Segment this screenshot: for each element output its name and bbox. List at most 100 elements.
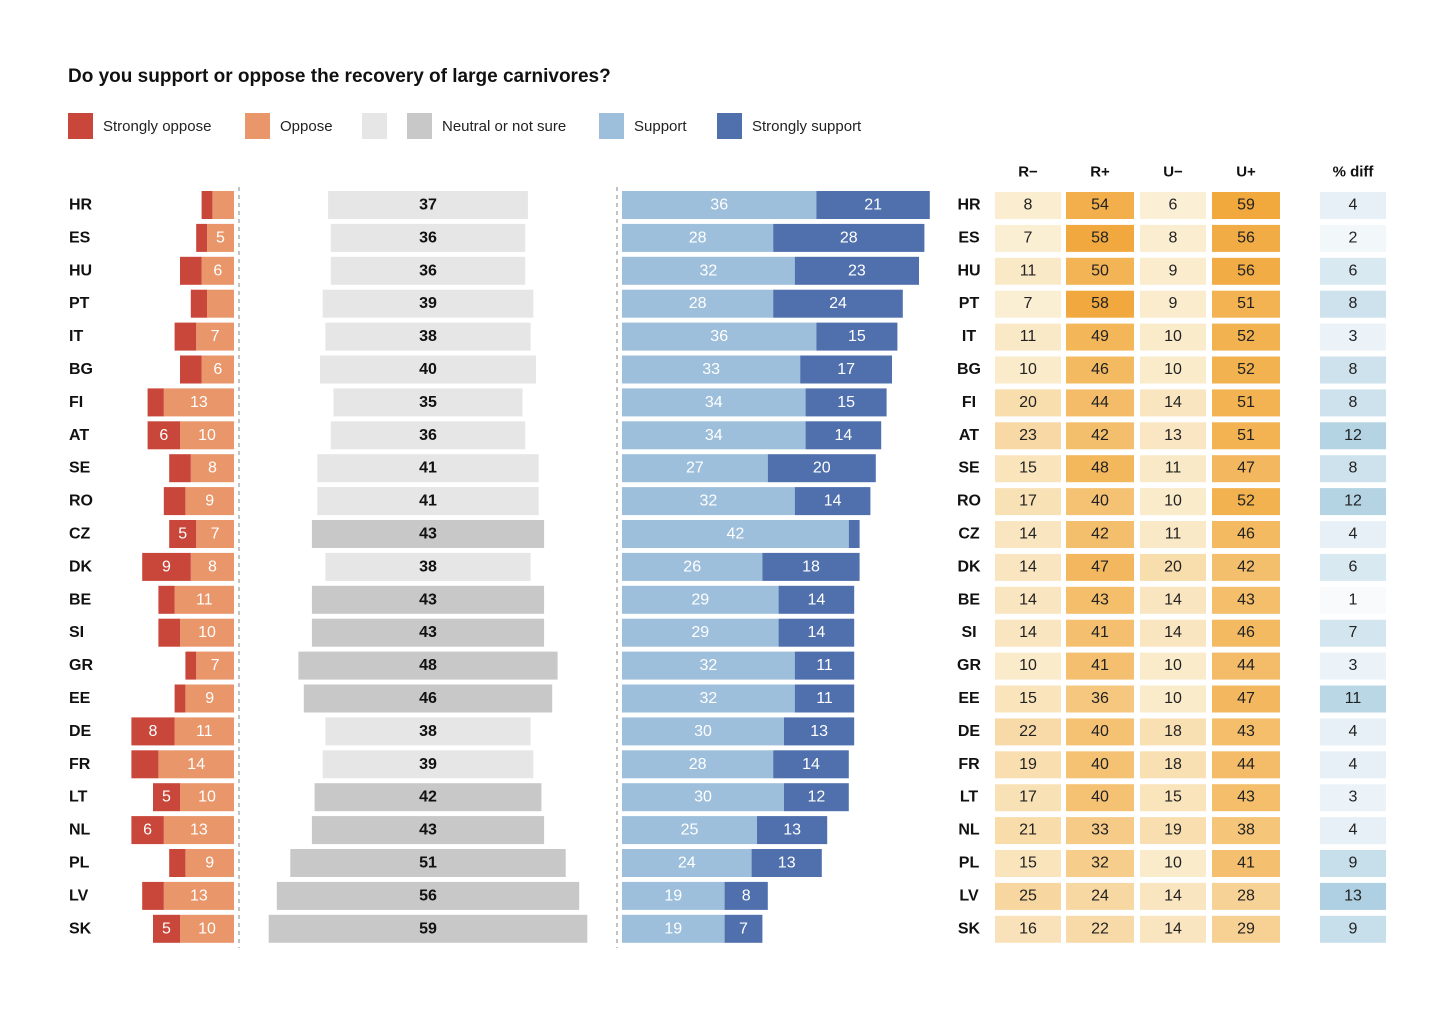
table-cell-value: 59 bbox=[1237, 197, 1255, 214]
table-cell bbox=[995, 290, 1061, 318]
table-cell-value: 56 bbox=[1237, 229, 1255, 246]
country-label-right: NL bbox=[958, 822, 980, 839]
data-label-support: 33 bbox=[702, 361, 720, 378]
table-cell bbox=[1066, 224, 1134, 252]
table-cell bbox=[1212, 356, 1280, 384]
bar-strongly-support bbox=[794, 651, 855, 680]
bar-support bbox=[622, 914, 725, 943]
table-cell bbox=[995, 652, 1061, 680]
bar-oppose bbox=[180, 618, 234, 647]
data-label-strongly-support: 14 bbox=[824, 493, 842, 510]
country-label-right: EE bbox=[958, 690, 980, 707]
data-label-oppose: 8 bbox=[208, 460, 217, 477]
bar-strongly-support bbox=[816, 322, 898, 351]
country-label-right: LT bbox=[960, 789, 979, 806]
table-cell-value: 14 bbox=[1019, 591, 1037, 608]
table-cell bbox=[995, 257, 1061, 285]
data-label-oppose: 9 bbox=[205, 493, 214, 510]
data-label-support: 29 bbox=[691, 624, 709, 641]
table-cell-value: 12 bbox=[1344, 493, 1362, 510]
data-label-support: 27 bbox=[686, 460, 704, 477]
table-cell-value: 4 bbox=[1349, 197, 1358, 214]
table-cell bbox=[1212, 850, 1280, 877]
table-cell-value: 33 bbox=[1091, 822, 1109, 839]
country-label-right: BG bbox=[957, 361, 981, 378]
table-cell bbox=[1212, 619, 1280, 647]
bar-support bbox=[622, 849, 752, 877]
table-cell-value: 58 bbox=[1091, 229, 1109, 246]
data-label-support: 19 bbox=[664, 887, 682, 904]
data-label-strongly-oppose: 5 bbox=[162, 789, 171, 806]
bar-strongly-support bbox=[784, 783, 849, 812]
bar-support bbox=[622, 684, 795, 713]
table-cell-value: 8 bbox=[1349, 394, 1358, 411]
bar-support bbox=[622, 322, 817, 351]
bar-strongly-oppose bbox=[169, 849, 186, 877]
country-label-left: SK bbox=[69, 920, 92, 937]
bar-oppose bbox=[190, 552, 234, 581]
table-cell-value: 52 bbox=[1237, 361, 1255, 378]
table-cell bbox=[1320, 915, 1386, 943]
bar-strongly-oppose bbox=[158, 585, 175, 614]
data-label-support: 19 bbox=[664, 920, 682, 937]
country-label-right: DE bbox=[958, 723, 981, 740]
table-cell bbox=[1320, 586, 1386, 614]
table-cell bbox=[1066, 323, 1134, 351]
table-cell-value: 7 bbox=[1349, 624, 1358, 641]
table-cell bbox=[1212, 521, 1280, 548]
table-cell bbox=[1066, 521, 1134, 548]
country-label-left: LV bbox=[69, 887, 89, 904]
table-cell-value: 10 bbox=[1164, 855, 1182, 872]
country-label-right: PT bbox=[959, 295, 980, 312]
table-cell-value: 7 bbox=[1024, 229, 1033, 246]
country-label-right: FI bbox=[962, 394, 976, 411]
data-label-neutral: 36 bbox=[419, 229, 437, 246]
table-cell bbox=[1066, 619, 1134, 647]
table-cell-value: 20 bbox=[1019, 394, 1037, 411]
table-cell bbox=[1212, 882, 1280, 910]
country-label-left: CZ bbox=[69, 526, 91, 543]
table-cell-value: 40 bbox=[1091, 789, 1109, 806]
data-label-neutral: 36 bbox=[419, 262, 437, 279]
table-cell-value: 42 bbox=[1091, 526, 1109, 543]
table-cell-value: 54 bbox=[1091, 197, 1109, 214]
table-cell-value: 43 bbox=[1237, 591, 1255, 608]
table-cell-value: 29 bbox=[1237, 920, 1255, 937]
bar-support bbox=[622, 223, 774, 252]
data-label-oppose: 9 bbox=[205, 855, 214, 872]
bar-oppose bbox=[174, 585, 234, 614]
country-label-left: DE bbox=[69, 723, 92, 740]
data-label-support: 28 bbox=[689, 229, 707, 246]
data-label-neutral: 43 bbox=[419, 624, 437, 641]
bar-oppose bbox=[180, 914, 234, 943]
data-label-strongly-support: 21 bbox=[864, 197, 882, 214]
country-label-left: EE bbox=[69, 690, 91, 707]
table-cell-value: 10 bbox=[1164, 657, 1182, 674]
table-cell bbox=[1066, 455, 1134, 483]
table-cell bbox=[1212, 290, 1280, 318]
bar-oppose bbox=[190, 454, 234, 483]
data-label-support: 25 bbox=[681, 822, 699, 839]
table-cell bbox=[1066, 718, 1134, 746]
table-cell-value: 41 bbox=[1091, 657, 1109, 674]
table-cell-value: 47 bbox=[1237, 690, 1255, 707]
country-label-left: HR bbox=[69, 197, 93, 214]
bar-strongly-oppose bbox=[180, 355, 202, 384]
bar-strongly-support bbox=[762, 552, 860, 581]
bar-strongly-oppose bbox=[169, 520, 197, 548]
data-label-strongly-support: 11 bbox=[816, 690, 833, 707]
bar-neutral bbox=[328, 191, 528, 219]
table-cell-value: 9 bbox=[1169, 262, 1178, 279]
table-cell bbox=[1320, 257, 1386, 285]
table-cell bbox=[995, 619, 1061, 647]
bar-strongly-support bbox=[784, 717, 855, 746]
country-label-left: FI bbox=[69, 394, 83, 411]
country-label-right: SE bbox=[958, 460, 980, 477]
table-cell bbox=[1212, 685, 1280, 713]
country-label-left: SI bbox=[69, 624, 84, 641]
table-cell bbox=[1320, 192, 1386, 219]
bar-strongly-support bbox=[724, 914, 763, 943]
bar-oppose bbox=[163, 816, 234, 845]
data-label-oppose: 10 bbox=[198, 624, 216, 641]
table-cell-value: 41 bbox=[1237, 855, 1255, 872]
